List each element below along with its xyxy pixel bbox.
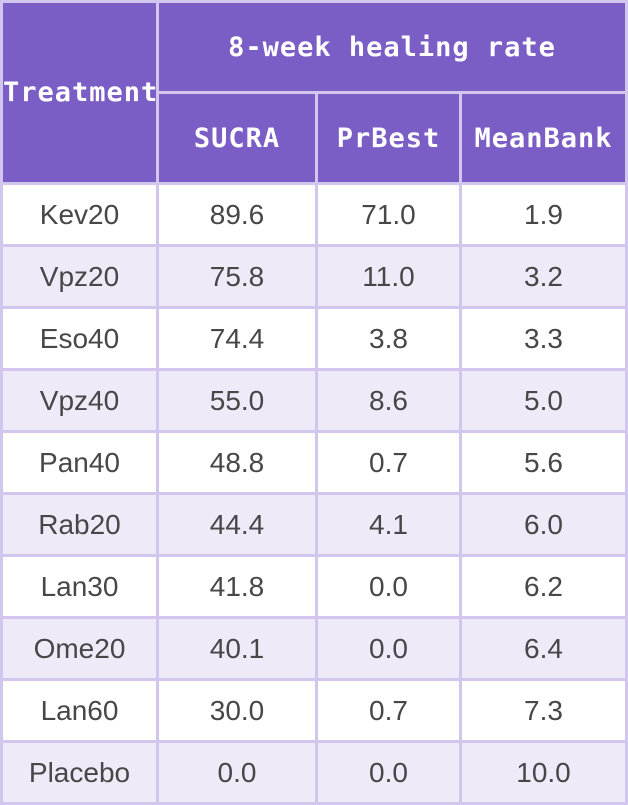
sucra-cell: 0.0 bbox=[159, 743, 315, 802]
meanbank-cell: 6.2 bbox=[462, 557, 626, 616]
meanbank-cell: 10.0 bbox=[462, 743, 626, 802]
table-row-rab20: Rab20 44.4 4.1 6.0 bbox=[3, 495, 626, 554]
sucra-cell: 89.6 bbox=[159, 185, 315, 244]
treatment-cell: Rab20 bbox=[3, 495, 156, 554]
table-row-kev20: Kev20 89.6 71.0 1.9 bbox=[3, 185, 626, 244]
col-header-meanbank: MeanBank bbox=[462, 94, 626, 182]
sucra-cell: 44.4 bbox=[159, 495, 315, 554]
prbest-cell: 8.6 bbox=[318, 371, 459, 430]
sucra-cell: 55.0 bbox=[159, 371, 315, 430]
table-row-vpz40: Vpz40 55.0 8.6 5.0 bbox=[3, 371, 626, 430]
col-header-treatment: Treatment bbox=[3, 3, 156, 182]
col-header-sucra: SUCRA bbox=[159, 94, 315, 182]
table-row-vpz20: Vpz20 75.8 11.0 3.2 bbox=[3, 247, 626, 306]
sucra-cell: 75.8 bbox=[159, 247, 315, 306]
meanbank-cell: 6.0 bbox=[462, 495, 626, 554]
treatment-cell: Placebo bbox=[3, 743, 156, 802]
prbest-cell: 0.7 bbox=[318, 681, 459, 740]
prbest-cell: 0.0 bbox=[318, 619, 459, 678]
sucra-cell: 74.4 bbox=[159, 309, 315, 368]
table-row-pan40: Pan40 48.8 0.7 5.6 bbox=[3, 433, 626, 492]
sucra-cell: 48.8 bbox=[159, 433, 315, 492]
treatment-cell: Lan60 bbox=[3, 681, 156, 740]
table-row-placebo: Placebo 0.0 0.0 10.0 bbox=[3, 743, 626, 802]
prbest-cell: 0.7 bbox=[318, 433, 459, 492]
meanbank-cell: 7.3 bbox=[462, 681, 626, 740]
prbest-cell: 0.0 bbox=[318, 743, 459, 802]
meanbank-cell: 3.3 bbox=[462, 309, 626, 368]
sucra-cell: 30.0 bbox=[159, 681, 315, 740]
prbest-cell: 3.8 bbox=[318, 309, 459, 368]
meanbank-cell: 5.6 bbox=[462, 433, 626, 492]
sucra-cell: 40.1 bbox=[159, 619, 315, 678]
table-row-lan30: Lan30 41.8 0.0 6.2 bbox=[3, 557, 626, 616]
meanbank-cell: 5.0 bbox=[462, 371, 626, 430]
meanbank-cell: 1.9 bbox=[462, 185, 626, 244]
treatment-cell: Vpz20 bbox=[3, 247, 156, 306]
meanbank-cell: 6.4 bbox=[462, 619, 626, 678]
table-row-ome20: Ome20 40.1 0.0 6.4 bbox=[3, 619, 626, 678]
prbest-cell: 11.0 bbox=[318, 247, 459, 306]
table-header: Treatment 8-week healing rate SUCRA PrBe… bbox=[3, 3, 626, 182]
treatment-cell: Ome20 bbox=[3, 619, 156, 678]
treatment-cell: Vpz40 bbox=[3, 371, 156, 430]
prbest-cell: 0.0 bbox=[318, 557, 459, 616]
table-row-lan60: Lan60 30.0 0.7 7.3 bbox=[3, 681, 626, 740]
treatment-cell: Lan30 bbox=[3, 557, 156, 616]
sucra-cell: 41.8 bbox=[159, 557, 315, 616]
prbest-cell: 4.1 bbox=[318, 495, 459, 554]
prbest-cell: 71.0 bbox=[318, 185, 459, 244]
group-header-healing-rate: 8-week healing rate bbox=[159, 3, 626, 91]
col-header-prbest: PrBest bbox=[318, 94, 459, 182]
treatment-cell: Kev20 bbox=[3, 185, 156, 244]
meanbank-cell: 3.2 bbox=[462, 247, 626, 306]
treatment-cell: Eso40 bbox=[3, 309, 156, 368]
table-row-eso40: Eso40 74.4 3.8 3.3 bbox=[3, 309, 626, 368]
treatment-cell: Pan40 bbox=[3, 433, 156, 492]
table-body: Kev20 89.6 71.0 1.9 Vpz20 75.8 11.0 3.2 … bbox=[3, 185, 626, 802]
